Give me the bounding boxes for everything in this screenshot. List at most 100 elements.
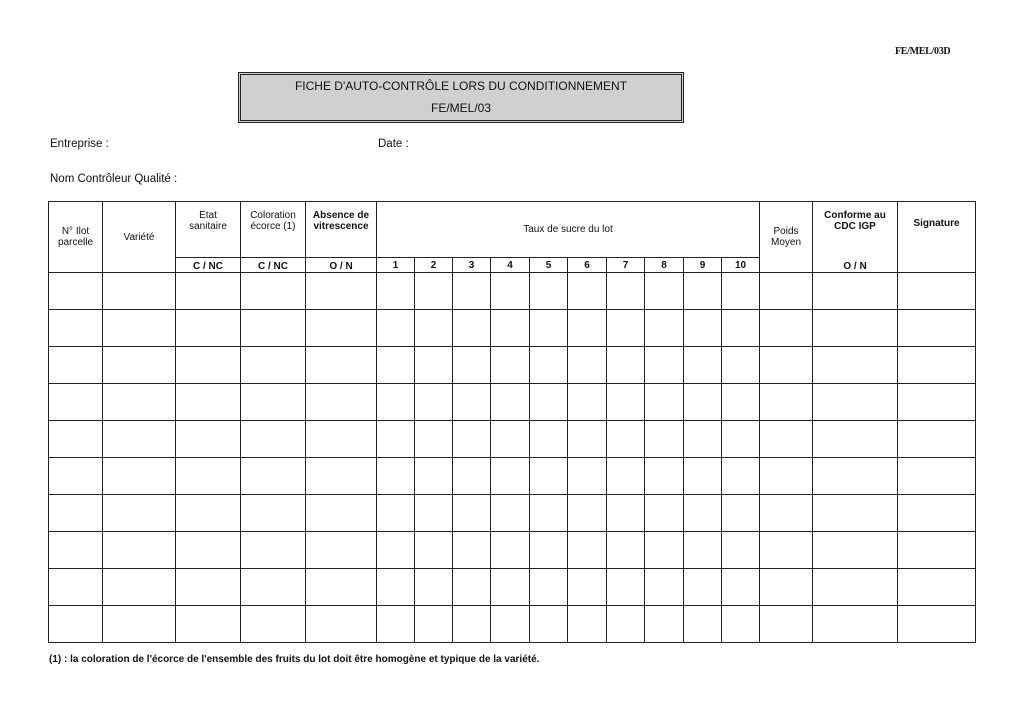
table-cell[interactable]: [759, 272, 813, 310]
table-cell[interactable]: [452, 605, 491, 643]
table-cell[interactable]: [567, 605, 607, 643]
table-cell[interactable]: [490, 272, 530, 310]
table-cell[interactable]: [452, 309, 491, 347]
table-cell[interactable]: [683, 420, 722, 458]
table-cell[interactable]: [759, 457, 813, 495]
table-cell[interactable]: [376, 568, 415, 606]
table-cell[interactable]: [644, 309, 684, 347]
table-cell[interactable]: [567, 272, 607, 310]
table-cell[interactable]: [48, 309, 103, 347]
table-cell[interactable]: [567, 420, 607, 458]
table-cell[interactable]: [897, 346, 976, 384]
table-cell[interactable]: [414, 420, 453, 458]
table-cell[interactable]: [606, 420, 645, 458]
table-cell[interactable]: [102, 346, 176, 384]
table-cell[interactable]: [305, 346, 377, 384]
table-cell[interactable]: [490, 494, 530, 532]
table-cell[interactable]: [644, 605, 684, 643]
table-cell[interactable]: [897, 568, 976, 606]
table-cell[interactable]: [414, 457, 453, 495]
table-cell[interactable]: [240, 457, 306, 495]
table-cell[interactable]: [414, 272, 453, 310]
table-cell[interactable]: [759, 531, 813, 569]
table-cell[interactable]: [452, 568, 491, 606]
table-cell[interactable]: [175, 309, 241, 347]
table-cell[interactable]: [102, 272, 176, 310]
table-cell[interactable]: [644, 457, 684, 495]
table-cell[interactable]: [490, 568, 530, 606]
table-cell[interactable]: [490, 457, 530, 495]
table-cell[interactable]: [175, 420, 241, 458]
table-cell[interactable]: [102, 531, 176, 569]
table-cell[interactable]: [175, 494, 241, 532]
table-cell[interactable]: [759, 346, 813, 384]
table-cell[interactable]: [812, 309, 898, 347]
table-cell[interactable]: [721, 309, 760, 347]
table-cell[interactable]: [175, 272, 241, 310]
table-cell[interactable]: [102, 494, 176, 532]
table-cell[interactable]: [529, 272, 568, 310]
table-cell[interactable]: [452, 383, 491, 421]
table-cell[interactable]: [102, 420, 176, 458]
table-cell[interactable]: [414, 494, 453, 532]
table-cell[interactable]: [683, 494, 722, 532]
table-cell[interactable]: [567, 494, 607, 532]
table-cell[interactable]: [567, 309, 607, 347]
table-cell[interactable]: [376, 420, 415, 458]
table-cell[interactable]: [567, 568, 607, 606]
table-cell[interactable]: [897, 605, 976, 643]
table-cell[interactable]: [683, 383, 722, 421]
table-cell[interactable]: [721, 457, 760, 495]
table-cell[interactable]: [759, 494, 813, 532]
table-cell[interactable]: [721, 383, 760, 421]
table-cell[interactable]: [812, 420, 898, 458]
table-cell[interactable]: [490, 531, 530, 569]
table-cell[interactable]: [606, 309, 645, 347]
table-cell[interactable]: [897, 457, 976, 495]
table-cell[interactable]: [240, 309, 306, 347]
table-cell[interactable]: [812, 457, 898, 495]
table-cell[interactable]: [644, 531, 684, 569]
table-cell[interactable]: [606, 346, 645, 384]
table-cell[interactable]: [812, 605, 898, 643]
table-cell[interactable]: [567, 531, 607, 569]
table-cell[interactable]: [102, 605, 176, 643]
table-cell[interactable]: [567, 383, 607, 421]
table-cell[interactable]: [897, 494, 976, 532]
table-cell[interactable]: [452, 494, 491, 532]
table-cell[interactable]: [897, 420, 976, 458]
table-cell[interactable]: [376, 531, 415, 569]
table-cell[interactable]: [812, 272, 898, 310]
table-cell[interactable]: [48, 383, 103, 421]
table-cell[interactable]: [812, 494, 898, 532]
table-cell[interactable]: [452, 531, 491, 569]
table-cell[interactable]: [305, 420, 377, 458]
table-cell[interactable]: [48, 420, 103, 458]
table-cell[interactable]: [490, 346, 530, 384]
table-cell[interactable]: [48, 272, 103, 310]
table-cell[interactable]: [683, 605, 722, 643]
table-cell[interactable]: [175, 568, 241, 606]
table-cell[interactable]: [606, 272, 645, 310]
table-cell[interactable]: [644, 346, 684, 384]
table-cell[interactable]: [102, 383, 176, 421]
table-cell[interactable]: [376, 494, 415, 532]
table-cell[interactable]: [48, 531, 103, 569]
table-cell[interactable]: [812, 531, 898, 569]
table-cell[interactable]: [305, 272, 377, 310]
table-cell[interactable]: [305, 494, 377, 532]
table-cell[interactable]: [529, 531, 568, 569]
table-cell[interactable]: [897, 272, 976, 310]
table-cell[interactable]: [414, 383, 453, 421]
table-cell[interactable]: [529, 568, 568, 606]
table-cell[interactable]: [305, 531, 377, 569]
table-cell[interactable]: [606, 568, 645, 606]
table-cell[interactable]: [759, 383, 813, 421]
table-cell[interactable]: [644, 494, 684, 532]
table-cell[interactable]: [683, 309, 722, 347]
table-cell[interactable]: [48, 346, 103, 384]
table-cell[interactable]: [721, 568, 760, 606]
table-cell[interactable]: [414, 531, 453, 569]
table-cell[interactable]: [305, 309, 377, 347]
table-cell[interactable]: [240, 568, 306, 606]
